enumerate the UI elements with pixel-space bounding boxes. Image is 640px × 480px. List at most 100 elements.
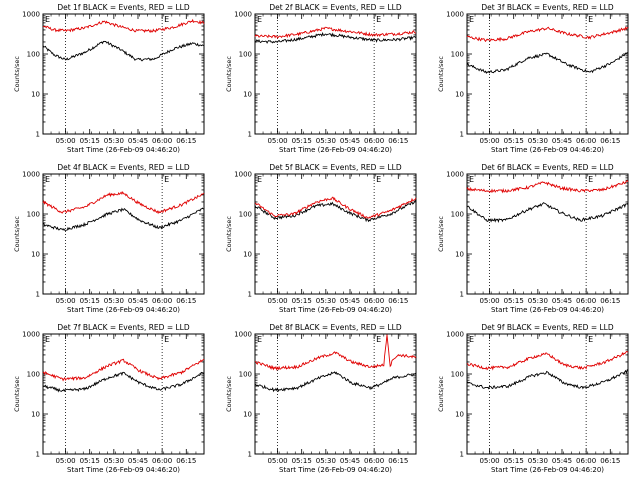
y-tick-label: 10 (31, 251, 40, 259)
x-axis-label: Start Time (26-Feb-09 04:46:20) (279, 146, 392, 154)
series-line-lld (254, 26, 416, 39)
x-tick-label: 05:30 (104, 457, 124, 465)
x-tick-label: 05:30 (316, 297, 336, 305)
x-tick-label: 06:00 (364, 137, 384, 145)
x-tick-label: 06:00 (364, 297, 384, 305)
x-tick-label: 05:45 (340, 137, 360, 145)
corner-marker-left: E (257, 335, 262, 344)
x-tick-label: 05:00 (479, 297, 499, 305)
y-tick-label: 1 (248, 451, 252, 459)
y-axis-label: Counts/sec (225, 376, 233, 412)
x-tick-label: 06:00 (152, 137, 172, 145)
y-tick-label: 1000 (234, 11, 252, 19)
y-tick-label: 1 (460, 291, 464, 299)
x-tick-label: 05:45 (552, 137, 572, 145)
panel-title: Det 4f BLACK = Events, RED = LLD (57, 163, 190, 172)
x-tick-label: 05:30 (528, 297, 548, 305)
y-tick-label: 10 (243, 91, 252, 99)
x-tick-label: 05:00 (479, 457, 499, 465)
x-tick-label: 05:30 (316, 457, 336, 465)
x-tick-label: 05:45 (128, 137, 148, 145)
y-axis-label: Counts/sec (437, 376, 445, 412)
series-line-events (42, 207, 205, 231)
corner-marker-left: E (469, 335, 474, 344)
y-tick-label: 100 (239, 371, 252, 379)
y-axis-label: Counts/sec (225, 216, 233, 252)
series-line-lld (43, 18, 205, 34)
panel-title: Det 7f BLACK = Events, RED = LLD (57, 323, 190, 332)
panel-3: Det 3f BLACK = Events, RED = LLD 1 10 100 10… (437, 3, 629, 154)
plot-frame (254, 333, 417, 455)
y-tick-label: 1000 (22, 331, 40, 339)
x-axis-label: Start Time (26-Feb-09 04:46:20) (67, 146, 180, 154)
y-tick-label: 100 (451, 371, 464, 379)
x-axis-label: Start Time (26-Feb-09 04:46:20) (67, 466, 180, 474)
y-tick-label: 1 (248, 131, 252, 139)
panel-title: Det 9f BLACK = Events, RED = LLD (481, 323, 614, 332)
x-tick-label: 05:30 (104, 297, 124, 305)
y-axis-label: Counts/sec (13, 216, 21, 252)
x-tick-label: 06:15 (176, 297, 196, 305)
x-tick-label: 05:15 (292, 297, 312, 305)
corner-marker-left: E (469, 15, 474, 24)
plot-frame (254, 13, 417, 135)
panel-title: Det 1f BLACK = Events, RED = LLD (57, 3, 190, 12)
x-tick-label: 06:15 (388, 137, 408, 145)
x-tick-label: 05:15 (292, 137, 312, 145)
y-tick-label: 1 (460, 451, 464, 459)
y-tick-label: 1 (248, 291, 252, 299)
x-tick-label: 05:00 (267, 137, 287, 145)
panel-7: Det 7f BLACK = Events, RED = LLD 1 10 100 10… (13, 323, 205, 474)
y-tick-label: 1000 (22, 11, 40, 19)
y-tick-label: 10 (243, 251, 252, 259)
x-tick-label: 05:00 (267, 457, 287, 465)
x-axis-label: Start Time (26-Feb-09 04:46:20) (67, 306, 180, 314)
x-tick-label: 06:15 (600, 297, 620, 305)
x-tick-label: 05:45 (552, 297, 572, 305)
x-tick-label: 05:15 (292, 457, 312, 465)
x-tick-label: 05:15 (504, 297, 524, 305)
corner-marker-left: E (45, 335, 50, 344)
plot-frame (254, 173, 417, 295)
series-line-events (42, 40, 205, 62)
y-tick-label: 10 (455, 411, 464, 419)
panel-6: Det 6f BLACK = Events, RED = LLD 1 10 100 10… (437, 163, 629, 314)
y-tick-label: 1000 (446, 171, 464, 179)
x-tick-label: 05:30 (528, 137, 548, 145)
corner-marker-right: E (588, 175, 593, 184)
series-line-lld (254, 196, 417, 219)
panel-title: Det 6f BLACK = Events, RED = LLD (481, 163, 614, 172)
x-tick-label: 05:00 (267, 297, 287, 305)
y-tick-label: 10 (31, 411, 40, 419)
x-tick-label: 06:15 (388, 297, 408, 305)
corner-marker-left: E (45, 15, 50, 24)
y-tick-label: 10 (455, 251, 464, 259)
panel-title: Det 8f BLACK = Events, RED = LLD (269, 323, 402, 332)
series-line-lld (466, 179, 629, 194)
plot-frame (42, 173, 205, 295)
panel-1: Det 1f BLACK = Events, RED = LLD 1 10 100 10… (13, 3, 205, 154)
x-axis-label: Start Time (26-Feb-09 04:46:20) (279, 466, 392, 474)
x-tick-label: 06:00 (576, 137, 596, 145)
y-tick-label: 1 (36, 131, 40, 139)
series-line-lld (466, 26, 629, 43)
x-tick-label: 06:15 (176, 457, 196, 465)
series-line-lld (466, 350, 629, 371)
x-tick-label: 05:15 (80, 457, 100, 465)
series-line-lld (42, 191, 205, 215)
corner-marker-left: E (45, 175, 50, 184)
x-tick-label: 05:45 (552, 457, 572, 465)
y-tick-label: 1000 (446, 331, 464, 339)
panel-title: Det 3f BLACK = Events, RED = LLD (481, 3, 614, 12)
corner-marker-left: E (257, 175, 262, 184)
panel-title: Det 5f BLACK = Events, RED = LLD (269, 163, 402, 172)
y-tick-label: 10 (31, 91, 40, 99)
corner-marker-right: E (164, 175, 169, 184)
x-tick-label: 06:00 (576, 297, 596, 305)
plot-frame (466, 333, 629, 455)
x-tick-label: 05:30 (316, 137, 336, 145)
x-tick-label: 05:00 (55, 457, 75, 465)
y-tick-label: 1000 (446, 11, 464, 19)
corner-marker-right: E (376, 335, 381, 344)
